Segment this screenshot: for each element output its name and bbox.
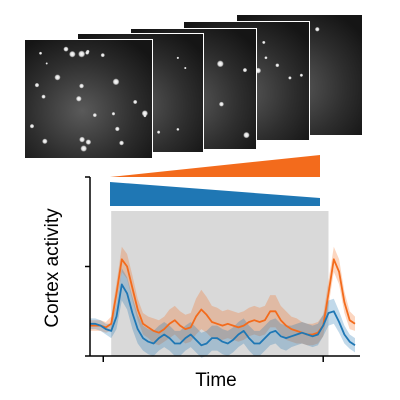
- neuron-spot: [262, 40, 266, 45]
- neuron-spot: [275, 63, 280, 68]
- neuron-spot: [79, 136, 85, 143]
- x-axis-title: Time: [195, 370, 237, 391]
- neuron-spot: [216, 60, 224, 68]
- neuron-spot: [141, 110, 149, 117]
- neuron-spot: [42, 138, 48, 145]
- neuron-spot: [100, 52, 105, 58]
- neuron-spot: [176, 127, 180, 131]
- neuron-spot: [75, 95, 82, 102]
- neuron-spot: [34, 82, 40, 88]
- neuron-spot: [85, 139, 92, 145]
- neuron-spot: [63, 46, 69, 52]
- imaging-frames-stack: [24, 14, 363, 159]
- neuron-spot: [29, 123, 35, 129]
- neuron-spot: [54, 74, 61, 81]
- neuron-spot: [242, 67, 248, 73]
- neuron-spot: [314, 26, 320, 32]
- neuron-spot: [264, 56, 268, 60]
- stimulus-window: [111, 211, 329, 356]
- neuron-spot: [156, 130, 161, 134]
- blue-series-line: [90, 283, 356, 347]
- neuron-spot: [218, 101, 224, 107]
- neuron-spot: [119, 140, 125, 146]
- blue-confidence-band: [90, 268, 355, 358]
- orange-ramp-up-wedge: [110, 155, 320, 177]
- neuron-spot: [78, 50, 86, 58]
- neuron-spot: [288, 76, 292, 80]
- neuron-spot: [80, 145, 88, 152]
- neuron-spot: [114, 126, 120, 132]
- neuron-spot: [176, 56, 180, 60]
- neuron-spot: [92, 113, 97, 118]
- orange-series-line: [90, 258, 356, 336]
- neuron-spot: [85, 50, 90, 55]
- neuron-spot: [45, 62, 48, 65]
- blue-ramp-down-wedge: [110, 182, 320, 206]
- neuron-spot: [184, 66, 187, 70]
- series-layer: [90, 246, 356, 358]
- neuron-spot: [69, 50, 76, 58]
- orange-confidence-band: [90, 246, 355, 346]
- neuron-spot: [112, 78, 120, 86]
- neuron-spot: [79, 83, 85, 89]
- imaging-frame: [24, 39, 153, 159]
- neuron-spot: [132, 99, 138, 105]
- axis-ticks: [85, 176, 324, 362]
- y-axis-title: Cortex activity: [42, 208, 63, 328]
- neuron-spot: [299, 73, 304, 77]
- neuron-spot: [243, 131, 250, 139]
- neuron-spot: [143, 114, 147, 118]
- neuron-spot: [41, 94, 46, 99]
- neuron-spot: [111, 111, 116, 116]
- neuron-spot: [38, 51, 43, 55]
